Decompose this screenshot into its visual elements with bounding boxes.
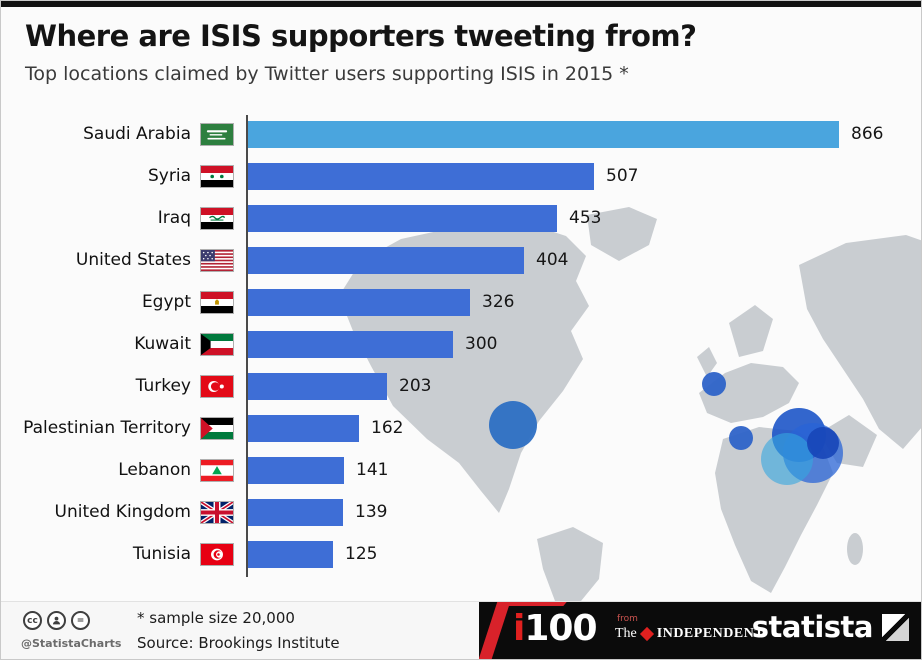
- statista-wordmark: statista: [751, 610, 874, 644]
- i100-logo: i100: [513, 608, 598, 649]
- statista-mark-icon: [882, 614, 909, 641]
- bar: [248, 120, 839, 148]
- country-label: Tunisia: [132, 544, 191, 564]
- subtitle: Top locations claimed by Twitter users s…: [25, 63, 629, 85]
- bar: [248, 204, 557, 232]
- flag-united-states-icon: [201, 249, 233, 271]
- country-label: Palestinian Territory: [23, 418, 191, 438]
- chart-row: Lebanon 141: [1, 449, 921, 491]
- independent-from-label: from: [617, 614, 638, 624]
- map-bubbles: [489, 372, 843, 485]
- country-label: United States: [75, 250, 191, 270]
- i100-rest: 100: [524, 608, 597, 649]
- independent-the: The: [615, 626, 637, 641]
- bar-value: 866: [851, 124, 884, 144]
- map-bubble: [489, 401, 537, 449]
- statista-logo: statista: [752, 613, 909, 642]
- footer-brand-bar: i100 from The INDEPENDENT statista: [479, 602, 921, 659]
- flag-iraq-icon: [201, 207, 233, 229]
- country-label: Lebanon: [118, 460, 191, 480]
- flag-kuwait-icon: [201, 333, 233, 355]
- country-label: Kuwait: [134, 334, 191, 354]
- country-label: Iraq: [157, 208, 191, 228]
- country-label: Turkey: [135, 376, 191, 396]
- bar-value: 139: [355, 502, 388, 522]
- red-diagonal-accent: [479, 602, 513, 659]
- map-bubble: [761, 433, 813, 485]
- bar: [248, 330, 453, 358]
- chart-row: Iraq 453: [1, 197, 921, 239]
- map-bubble: [702, 372, 726, 396]
- chart-axis-line: [246, 115, 248, 577]
- flag-saudi-arabia-icon: [201, 123, 233, 145]
- chart-row: Saudi Arabia 866: [1, 113, 921, 155]
- map-bubble: [807, 427, 839, 459]
- country-label: Syria: [148, 166, 191, 186]
- flag-united-kingdom-icon: [201, 501, 233, 523]
- red-top-accent: [501, 602, 567, 606]
- independent-logo: from The INDEPENDENT: [615, 614, 764, 642]
- creative-commons-icons: cc =: [23, 611, 90, 630]
- bar-value: 453: [569, 208, 602, 228]
- bar-value: 326: [482, 292, 515, 312]
- flag-palestinian-territory-icon: [201, 417, 233, 439]
- statista-handle: @StatistaCharts: [21, 637, 122, 650]
- source-note: Source: Brookings Institute: [137, 634, 340, 652]
- i100-i: i: [513, 608, 525, 649]
- flag-lebanon-icon: [201, 459, 233, 481]
- bar: [248, 246, 524, 274]
- chart-row: Kuwait 300: [1, 323, 921, 365]
- no-derivatives-icon: =: [71, 611, 90, 630]
- bar: [248, 372, 387, 400]
- flag-syria-icon: [201, 165, 233, 187]
- bar-chart: Saudi Arabia 866 Syria 507 Iraq 453 United Sta…: [1, 113, 921, 575]
- flag-turkey-icon: [201, 375, 233, 397]
- independent-diamond-icon: [639, 626, 654, 642]
- bar: [248, 498, 343, 526]
- bar: [248, 540, 333, 568]
- chart-row: Turkey 203: [1, 365, 921, 407]
- chart-row: United States 404: [1, 239, 921, 281]
- footer: cc = @StatistaCharts * sample size 20,00…: [1, 601, 921, 659]
- chart-row: Egypt 326: [1, 281, 921, 323]
- bar-value: 203: [399, 376, 432, 396]
- chart-row: Syria 507: [1, 155, 921, 197]
- bar-value: 141: [356, 460, 389, 480]
- page-title: Where are ISIS supporters tweeting from?: [25, 19, 697, 53]
- bar: [248, 162, 594, 190]
- top-accent-bar: [1, 1, 921, 7]
- flag-tunisia-icon: [201, 543, 233, 565]
- country-label: Egypt: [141, 292, 191, 312]
- bar-value: 300: [465, 334, 498, 354]
- bar: [248, 288, 470, 316]
- chart-row: Tunisia 125: [1, 533, 921, 575]
- chart-row: United Kingdom 139: [1, 491, 921, 533]
- bar-value: 404: [536, 250, 569, 270]
- bar-value: 125: [345, 544, 378, 564]
- bar: [248, 414, 359, 442]
- flag-egypt-icon: [201, 291, 233, 313]
- chart-row: Palestinian Territory 162: [1, 407, 921, 449]
- cc-license-icon: cc: [23, 611, 42, 630]
- attribution-person-icon: [47, 611, 66, 630]
- independent-name: INDEPENDENT: [656, 626, 765, 641]
- sample-size-note: * sample size 20,000: [137, 609, 295, 627]
- bar-value: 162: [371, 418, 404, 438]
- country-label: United Kingdom: [54, 502, 191, 522]
- map-bubble: [729, 426, 753, 450]
- bar-value: 507: [606, 166, 639, 186]
- country-label: Saudi Arabia: [83, 124, 191, 144]
- bar: [248, 456, 344, 484]
